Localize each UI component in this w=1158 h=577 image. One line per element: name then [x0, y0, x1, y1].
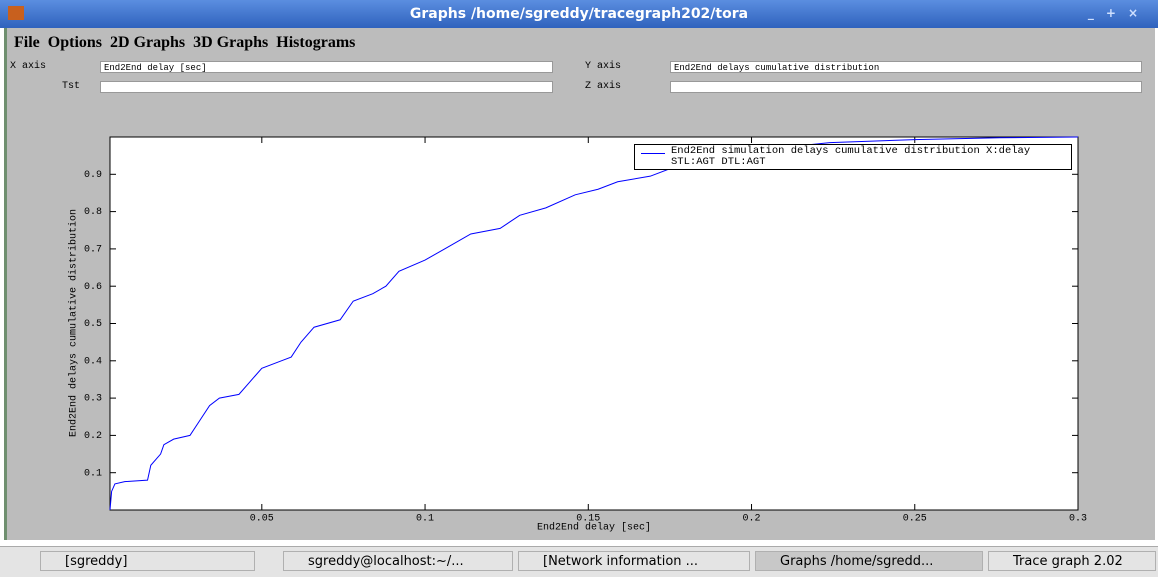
taskbar-item[interactable]: sgreddy@localhost:~/...	[283, 551, 513, 571]
x-tick-label: 0.25	[903, 514, 927, 525]
chart: End2End delays cumulative distribution 0…	[0, 0, 1158, 576]
taskbar-item[interactable]: [Network information ...	[518, 551, 750, 571]
y-tick-label: 0.6	[84, 282, 102, 293]
taskbar: [sgreddy] sgreddy@localhost:~/...[Network…	[0, 546, 1158, 577]
y-axis-label: End2End delays cumulative distribution	[68, 209, 80, 437]
legend: End2End simulation delays cumulative dis…	[634, 144, 1072, 170]
x-tick-label: 0.3	[1069, 514, 1087, 525]
x-tick-label: 0.2	[743, 514, 761, 525]
y-tick-label: 0.3	[84, 394, 102, 405]
y-tick-label: 0.4	[84, 356, 102, 367]
page: Graphs /home/sgreddy/tracegraph202/tora …	[0, 0, 1158, 576]
y-tick-label: 0.7	[84, 245, 102, 256]
plot-area	[110, 137, 1078, 510]
x-tick-label: 0.1	[416, 514, 434, 525]
y-tick-label: 0.2	[84, 431, 102, 442]
taskbar-item[interactable]: Trace graph 2.02	[988, 551, 1156, 571]
taskbar-item[interactable]: Graphs /home/sgredd...	[755, 551, 983, 571]
x-axis-label: End2End delay [sec]	[537, 522, 651, 534]
x-tick-label: 0.05	[250, 514, 274, 525]
y-tick-label: 0.5	[84, 319, 102, 330]
taskbar-item[interactable]: [sgreddy]	[40, 551, 255, 571]
legend-label: End2End simulation delays cumulative dis…	[671, 146, 1071, 168]
y-tick-label: 0.9	[84, 170, 102, 181]
y-tick-label: 0.1	[84, 468, 102, 479]
legend-swatch	[641, 153, 665, 154]
y-tick-label: 0.8	[84, 207, 102, 218]
